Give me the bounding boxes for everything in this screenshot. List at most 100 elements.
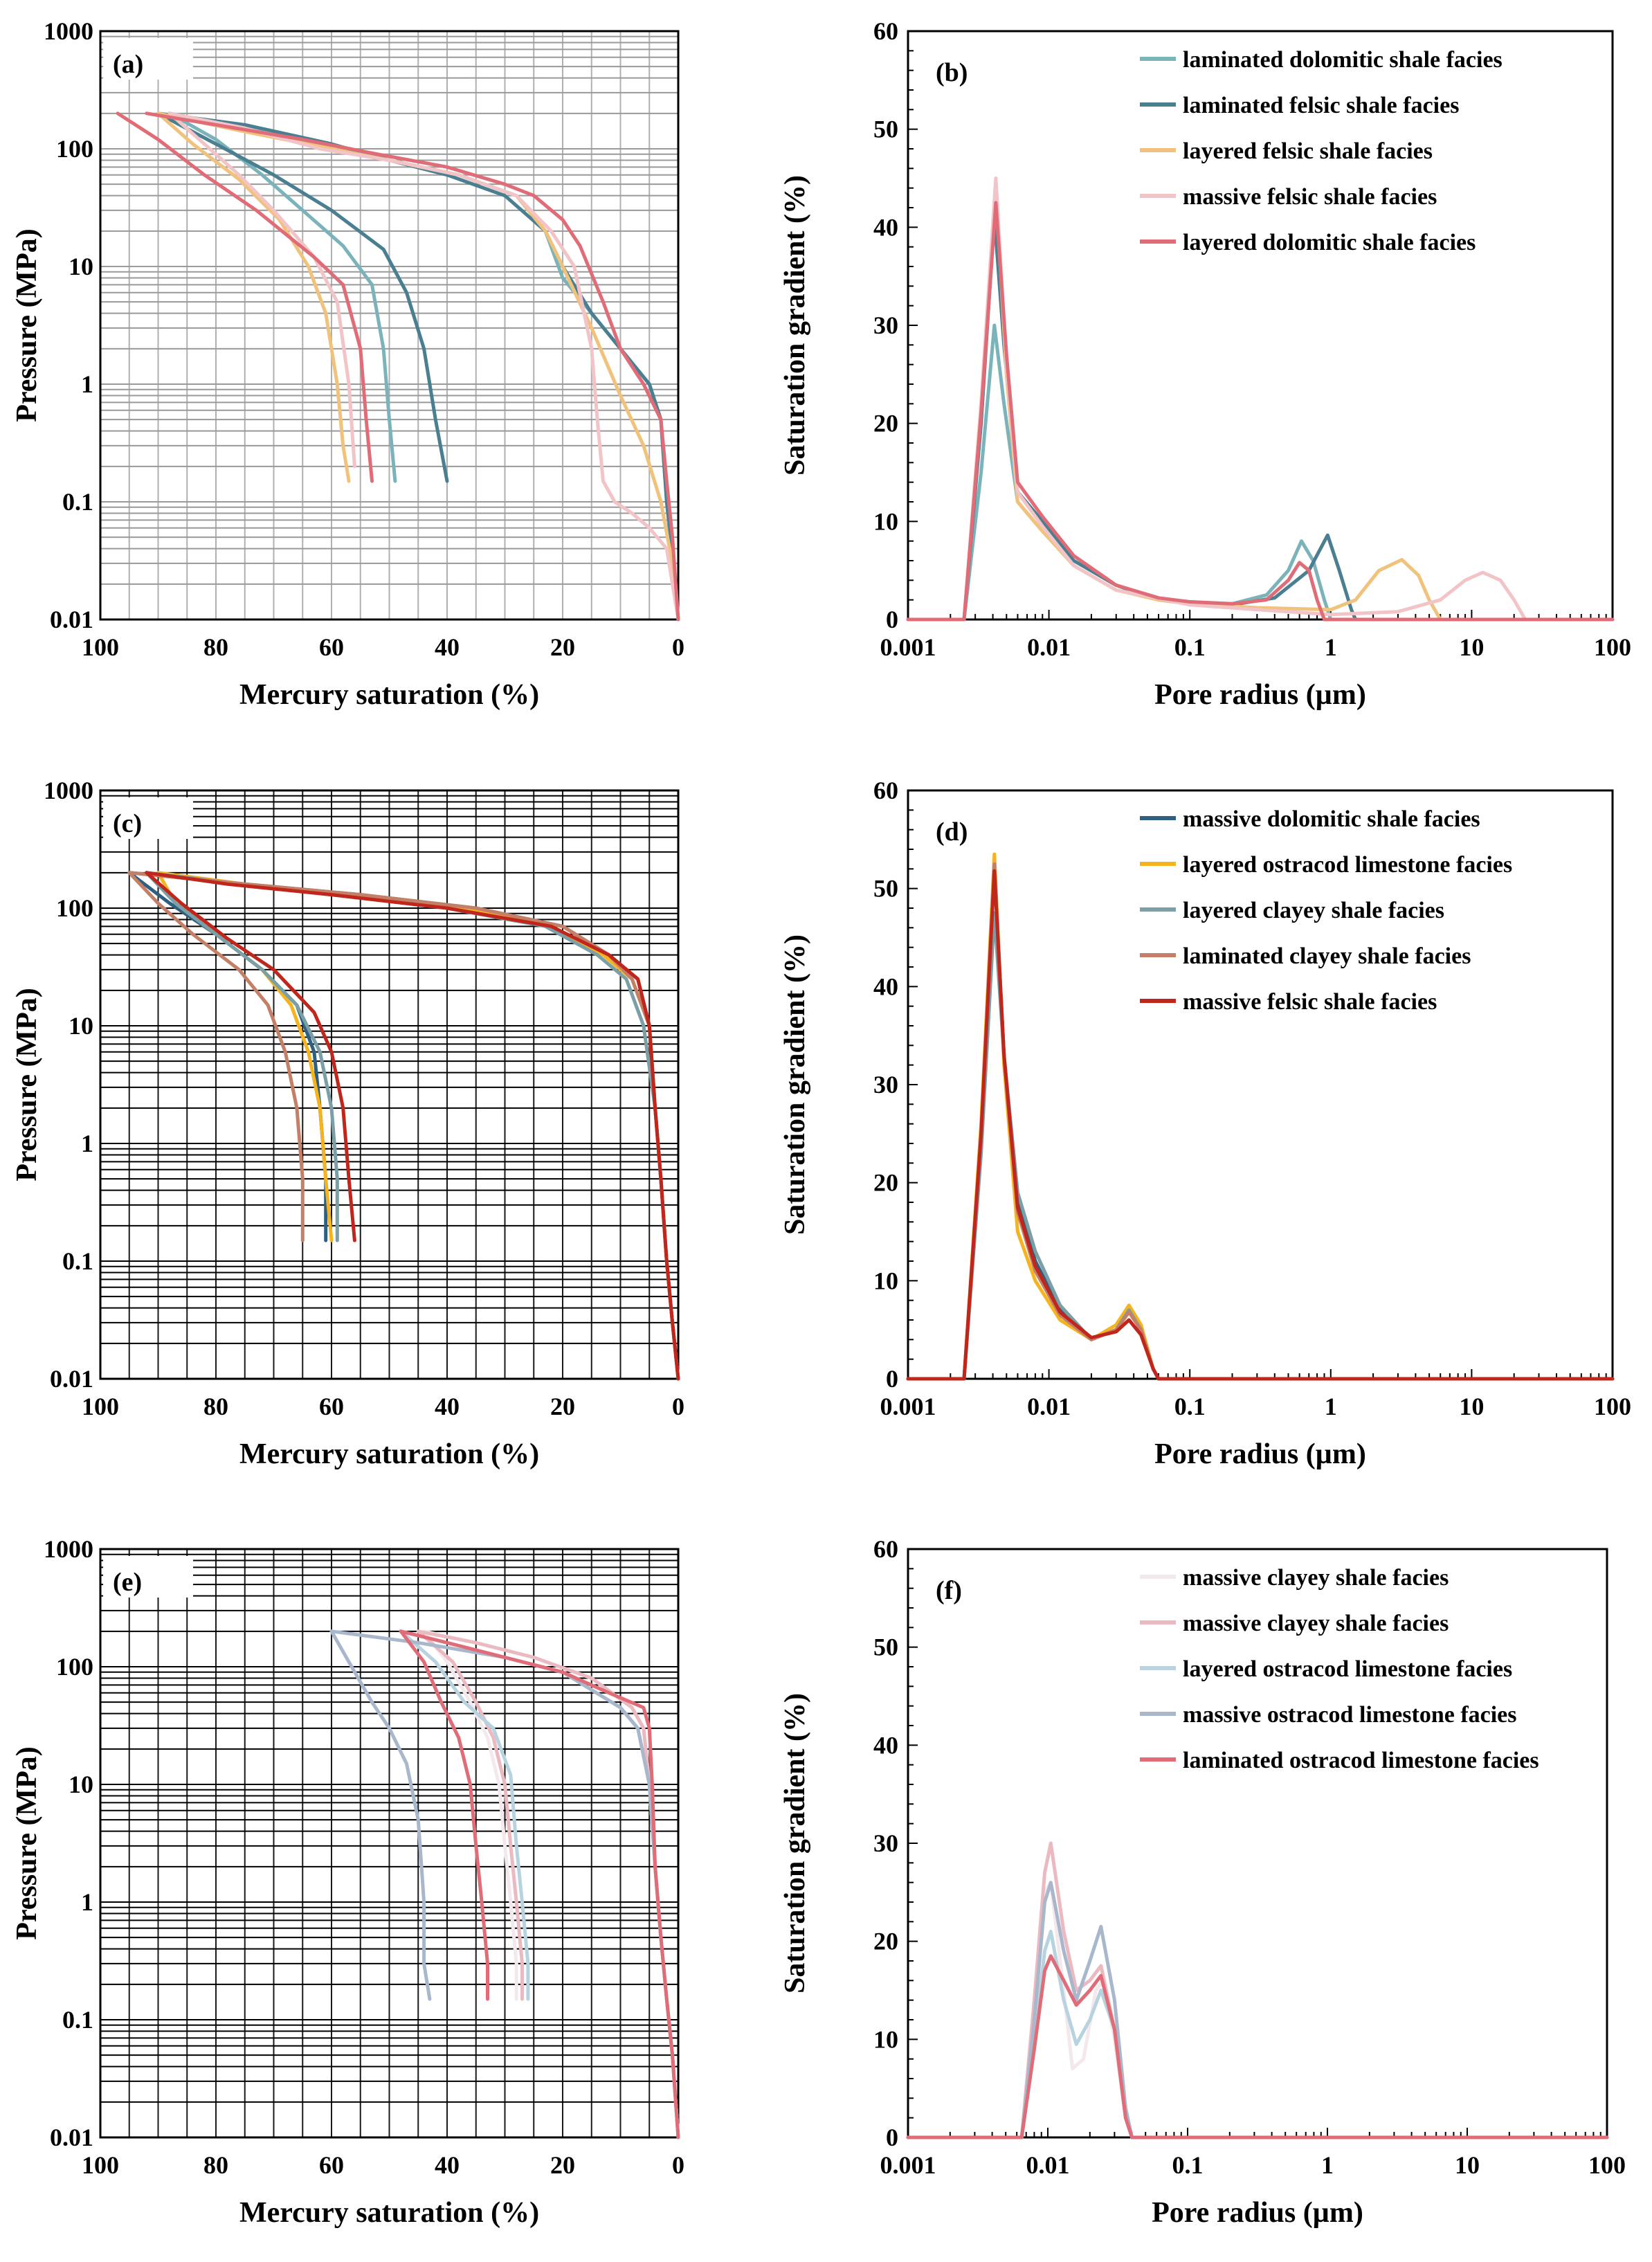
panel-label-bg: [103, 1556, 193, 1598]
y-axis-title: Saturation gradient (%): [779, 175, 811, 476]
y-tick-label: 60: [873, 1535, 898, 1563]
x-tick-label: 0.1: [1172, 2151, 1204, 2179]
y-tick-label: 30: [873, 1829, 898, 1857]
panel-label-bg: [103, 797, 193, 839]
series-extrusion-line: [156, 111, 351, 483]
series-intrusion-line: [167, 111, 680, 622]
legend-entry: layered clayey shale facies: [1183, 898, 1444, 923]
series-intrusion-line: [145, 111, 680, 622]
y-axis-title: Saturation gradient (%): [779, 1693, 811, 1993]
y-tick-label: 60: [873, 17, 898, 45]
panel-label: (e): [113, 1568, 142, 1597]
x-tick-label: 1: [1321, 2151, 1334, 2179]
plot-frame: [99, 30, 680, 621]
x-tick-label: 1: [1325, 1393, 1337, 1420]
x-tick-label: 20: [550, 2151, 575, 2179]
series-intrusion-line: [167, 111, 680, 622]
x-tick-label: 80: [203, 1393, 228, 1420]
panel-label: (b): [936, 58, 968, 87]
y-tick-label: 0.01: [50, 1365, 93, 1393]
series-line: [906, 852, 1615, 1381]
x-tick-label: 40: [435, 2151, 460, 2179]
plot-frame: [907, 1548, 1608, 2139]
x-tick-label: 0: [672, 2151, 684, 2179]
y-tick-label: 40: [873, 213, 898, 241]
series-extrusion-line: [399, 1629, 530, 2001]
x-tick-label: 0: [672, 633, 684, 661]
panel-label: (c): [113, 809, 142, 838]
legend-entry: layered ostracod limestone facies: [1183, 1656, 1512, 1682]
y-tick-label: 0.01: [50, 606, 93, 633]
x-tick-label: 0.001: [880, 2151, 936, 2179]
panel-3: (d) massive dolomitic shale facies layered…: [779, 777, 1631, 1470]
y-tick-label: 30: [873, 1071, 898, 1098]
x-tick-label: 0.1: [1174, 633, 1206, 661]
legend-entry: massive felsic shale facies: [1183, 989, 1437, 1015]
x-tick-label: 1: [1325, 633, 1337, 661]
x-axis-title: Pore radius (µm): [1154, 679, 1366, 711]
x-tick-label: 20: [550, 1393, 575, 1420]
y-tick-label: 60: [873, 777, 898, 804]
x-tick-label: 60: [319, 2151, 344, 2179]
panel-1: (b) laminated dolomitic shale facies lamin…: [779, 17, 1631, 711]
y-tick-label: 10: [69, 253, 93, 280]
panel-5: (f) massive clayey shale facies massive cl…: [779, 1535, 1626, 2229]
x-axis-title: Mercury saturation (%): [239, 679, 539, 711]
series-extrusion-line: [167, 111, 356, 469]
y-tick-label: 0: [886, 606, 898, 633]
y-axis-title: Pressure (MPa): [11, 228, 43, 422]
x-tick-label: 80: [203, 633, 228, 661]
y-tick-label: 0.01: [50, 2124, 93, 2151]
panel-4: (e) 100 80 60 40 20 0 0.01 0.1 1 10 100 1000 Mercury …: [11, 1535, 684, 2229]
plot-frame: [907, 30, 1614, 621]
x-tick-label: 0.01: [1027, 633, 1071, 661]
x-axis-title: Mercury saturation (%): [239, 2197, 539, 2229]
y-tick-label: 1: [81, 1888, 93, 1916]
series-extrusion-line: [329, 1629, 432, 2001]
x-tick-label: 100: [82, 2151, 119, 2179]
x-tick-label: 10: [1455, 2151, 1480, 2179]
y-tick-label: 10: [873, 507, 898, 535]
legend-entry: layered ostracod limestone facies: [1183, 852, 1512, 878]
series-line: [906, 1841, 1609, 2139]
y-axis-title: Pressure (MPa): [11, 1746, 43, 1940]
panel-label: (f): [936, 1576, 962, 1605]
y-axis-title: Pressure (MPa): [11, 988, 43, 1182]
x-tick-label: 40: [435, 1393, 460, 1420]
panel-label-bg: [103, 38, 193, 80]
series-line: [906, 869, 1615, 1381]
y-tick-label: 50: [873, 1634, 898, 1661]
x-tick-label: 0.001: [880, 633, 936, 661]
y-tick-label: 10: [873, 1267, 898, 1294]
x-tick-label: 100: [82, 633, 119, 661]
x-tick-label: 0.001: [880, 1393, 936, 1420]
legend-entry: massive clayey shale facies: [1183, 1611, 1449, 1636]
plot-frame: [99, 789, 680, 1380]
y-tick-label: 40: [873, 972, 898, 1000]
series-extrusion-line: [422, 1629, 518, 2001]
panel-2: (c) 100 80 60 40 20 0 0.01 0.1 1 10 100 1000 Mercury …: [11, 777, 684, 1470]
x-tick-label: 20: [550, 633, 575, 661]
x-axis-title: Mercury saturation (%): [239, 1438, 539, 1470]
y-tick-label: 0: [886, 1365, 898, 1393]
y-tick-label: 10: [69, 1012, 93, 1040]
legend-entry: laminated felsic shale facies: [1183, 93, 1459, 118]
y-tick-label: 1: [81, 370, 93, 398]
x-tick-label: 100: [82, 1393, 119, 1420]
y-tick-label: 50: [873, 875, 898, 903]
legend-entry: massive ostracod limestone facies: [1183, 1702, 1517, 1728]
legend-entry: massive clayey shale facies: [1183, 1565, 1449, 1591]
x-tick-label: 100: [1588, 2151, 1626, 2179]
x-tick-label: 0.01: [1026, 2151, 1070, 2179]
series-line: [906, 1881, 1609, 2139]
x-tick-label: 10: [1459, 633, 1484, 661]
y-tick-label: 0: [886, 2124, 898, 2151]
series-extrusion-line: [127, 871, 305, 1242]
y-tick-label: 0.1: [62, 2006, 93, 2034]
x-tick-label: 40: [435, 633, 460, 661]
y-tick-label: 20: [873, 1928, 898, 1955]
x-tick-label: 100: [1594, 633, 1631, 661]
x-axis-title: Pore radius (µm): [1154, 1438, 1366, 1470]
y-tick-label: 1000: [44, 1535, 93, 1563]
series-line: [906, 862, 1615, 1381]
